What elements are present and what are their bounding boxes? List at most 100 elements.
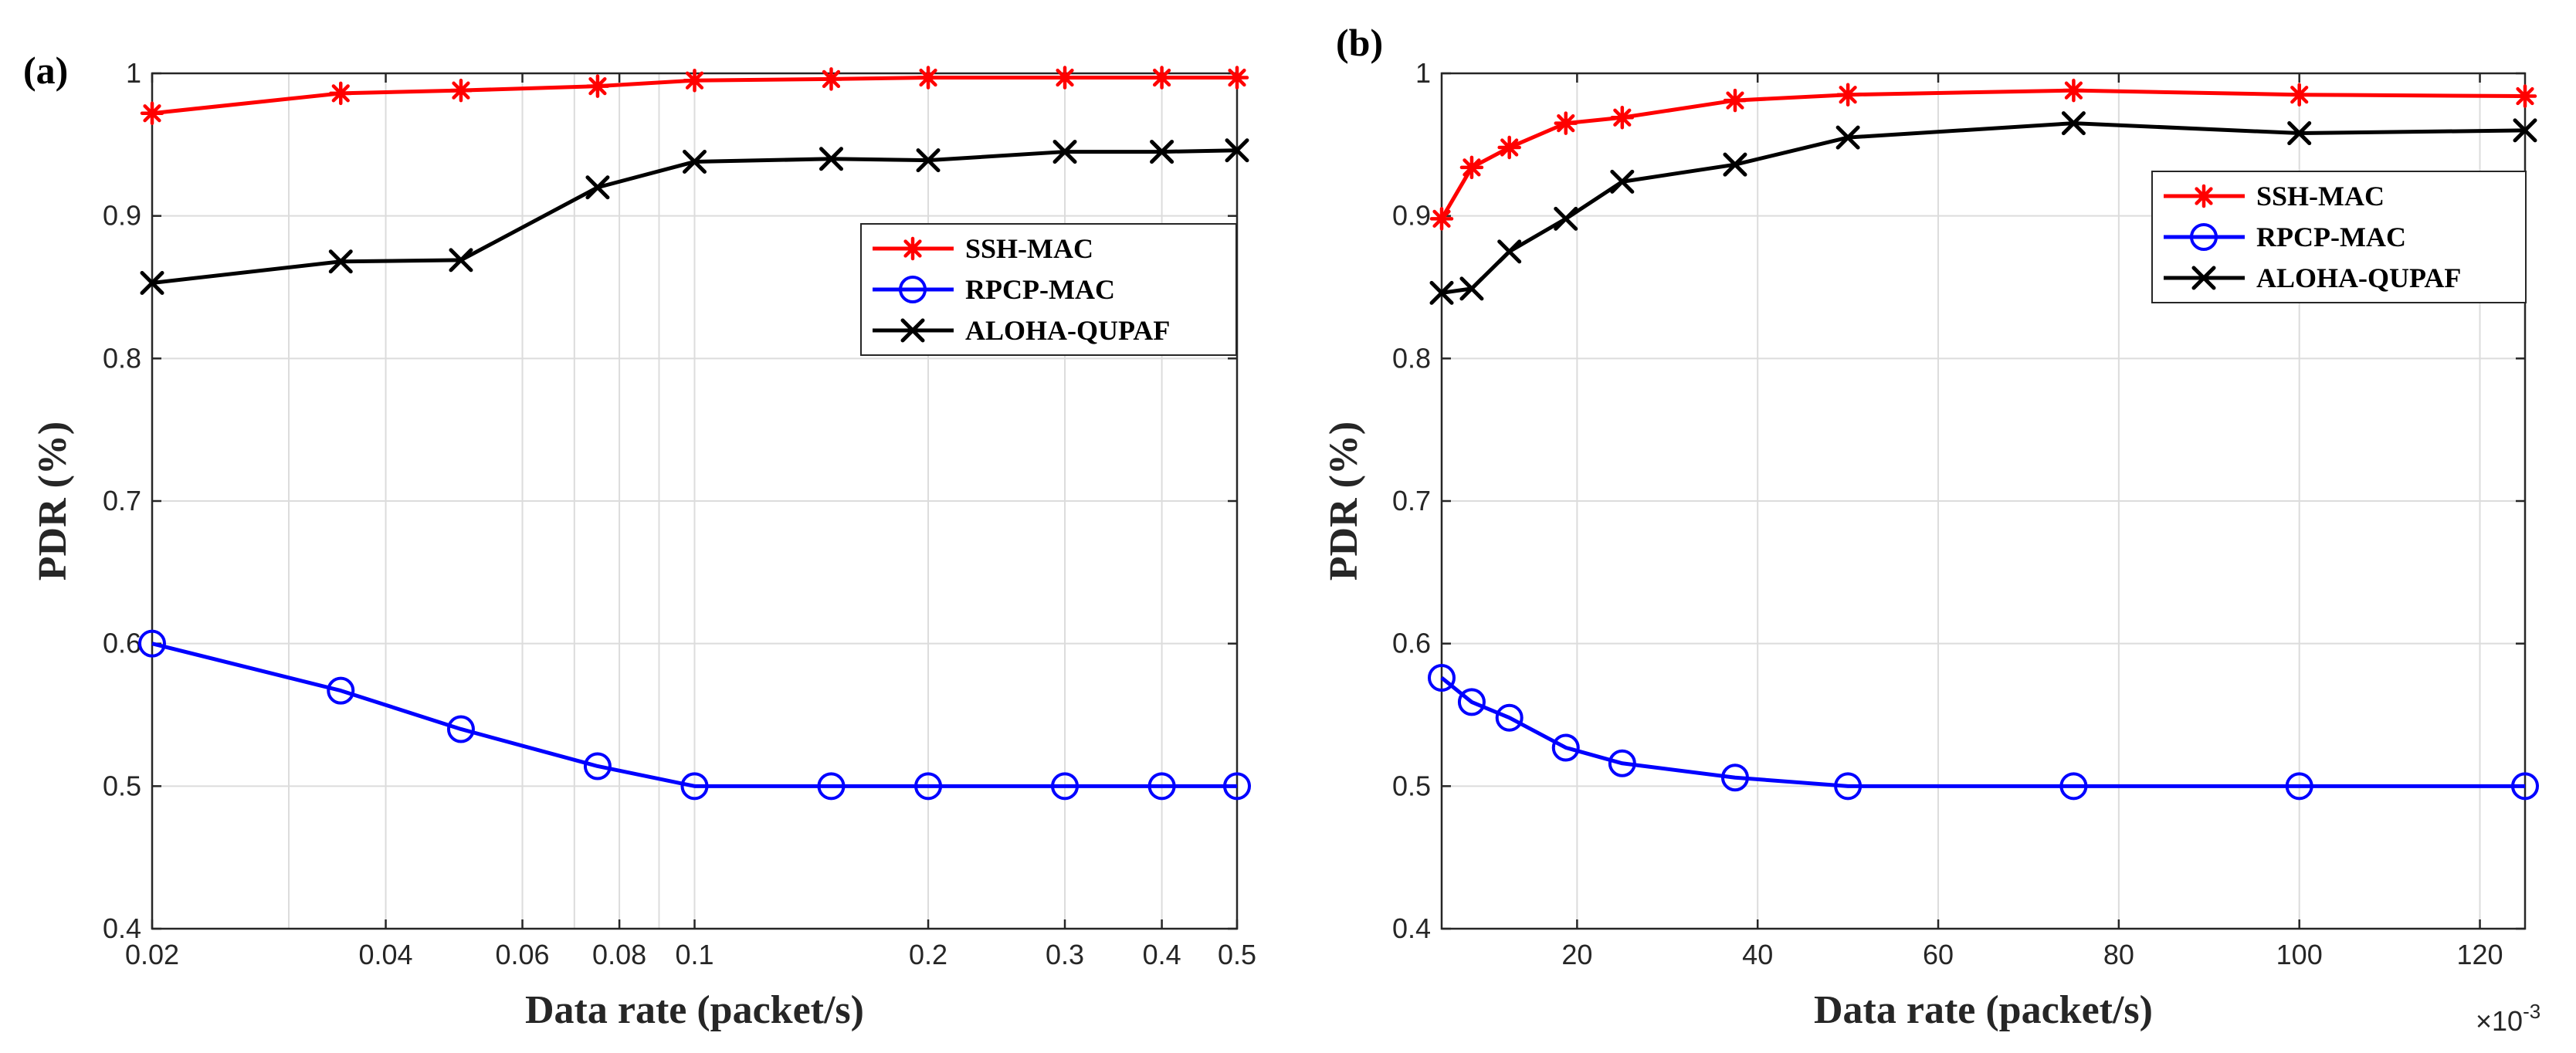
data-point: [1834, 772, 1863, 801]
series-line: [151, 148, 1238, 285]
legend-marker: [900, 318, 925, 343]
x-tick-label: 120: [2457, 939, 2503, 970]
chart-panel-a: 0.4 0.5 0.6 0.7 0.8 0.9 1 0.02 0.04 0.06 0.08 0.1 0.…: [23, 49, 1256, 1032]
data-point: [449, 78, 473, 103]
data-point: [1497, 135, 1521, 160]
exponent-power: -3: [2523, 1000, 2540, 1023]
data-point: [680, 772, 709, 801]
data-point: [1428, 663, 1456, 692]
data-point: [585, 175, 610, 200]
data-point: [1495, 703, 1524, 732]
data-point: [585, 74, 610, 98]
legend-marker: [2191, 184, 2216, 208]
data-point: [819, 147, 843, 171]
y-tick-label: 1: [1415, 57, 1431, 89]
data-point: [327, 676, 355, 705]
series-aloha-qupaf: [1429, 111, 2537, 305]
legend-item-rpcp-mac: RPCP-MAC: [2164, 222, 2406, 252]
data-point: [817, 772, 846, 801]
data-point: [2059, 772, 2088, 801]
data-point: [2285, 772, 2313, 801]
data-point: [583, 752, 612, 780]
series-line: [1440, 676, 2525, 788]
data-point: [2287, 83, 2311, 107]
data-point: [819, 67, 843, 91]
x-tick-label: 0.02: [125, 939, 179, 970]
data-point: [1150, 140, 1174, 164]
data-point: [1554, 206, 1578, 231]
data-point: [1459, 155, 1484, 180]
series-aloha-qupaf: [140, 138, 1249, 295]
series-line: [1441, 121, 2526, 295]
series-ssh-mac: [140, 66, 1249, 125]
legend-marker: [2191, 266, 2216, 290]
data-point: [1052, 140, 1077, 164]
data-point: [1720, 764, 1749, 792]
x-tick-label: 0.1: [675, 939, 713, 970]
data-point: [1610, 105, 1635, 130]
data-point: [138, 629, 166, 658]
data-point: [329, 81, 353, 106]
y-tick-label: 0.6: [103, 628, 141, 659]
x-axis-label: Data rate (packet/s): [1814, 988, 2153, 1032]
x-tick-label: 60: [1923, 939, 1954, 970]
legend-label: RPCP-MAC: [965, 274, 1115, 305]
data-point: [1225, 66, 1249, 90]
legend: SSH-MAC RPCP-MAC ALOHA-QUPAF: [2151, 171, 2527, 303]
data-point: [1225, 138, 1249, 163]
y-tick-label: 0.9: [103, 200, 141, 232]
data-point: [1835, 125, 1860, 150]
data-point: [2513, 118, 2537, 143]
y-tick-label: 0.4: [103, 912, 141, 944]
data-point: [916, 148, 941, 173]
panel-letter: (a): [23, 49, 68, 92]
x-axis-exponent: ×10-3: [2476, 1000, 2540, 1037]
data-point: [1554, 111, 1578, 135]
series-rpcp-mac: [138, 629, 1251, 801]
data-point: [1429, 207, 1454, 231]
data-point: [683, 149, 707, 174]
legend-label: SSH-MAC: [2256, 181, 2384, 212]
data-point: [1457, 688, 1486, 716]
y-axis-label: PDR (%): [31, 422, 75, 581]
legend-label: ALOHA-QUPAF: [2256, 262, 2461, 293]
y-tick-label: 0.8: [103, 342, 141, 374]
x-tick-label: 20: [1561, 939, 1592, 970]
data-point: [449, 248, 473, 273]
series-line: [1439, 88, 2526, 220]
legend: SSH-MAC RPCP-MAC ALOHA-QUPAF: [860, 223, 1237, 356]
x-tick-label: 0.3: [1046, 939, 1084, 970]
x-tick-label: 0.5: [1218, 939, 1256, 970]
legend-item-aloha-qupaf: ALOHA-QUPAF: [873, 315, 1170, 346]
data-point: [446, 715, 475, 743]
legend-label: ALOHA-QUPAF: [965, 315, 1170, 346]
y-tick-label: 0.4: [1392, 912, 1431, 944]
y-tick-label: 1: [126, 57, 141, 89]
data-point: [1052, 66, 1077, 90]
data-point: [1723, 88, 1747, 113]
legend-item-rpcp-mac: RPCP-MAC: [873, 274, 1115, 305]
x-tick-label: 0.08: [592, 939, 646, 970]
series-line: [151, 76, 1237, 116]
legend-label: RPCP-MAC: [2256, 222, 2406, 252]
x-tick-label: 0.2: [909, 939, 947, 970]
legend-marker: [899, 276, 927, 303]
legend-item-ssh-mac: SSH-MAC: [2164, 181, 2384, 212]
data-point: [683, 68, 707, 93]
y-tick-label: 0.6: [1392, 628, 1431, 659]
data-point: [2061, 111, 2086, 136]
legend-label: SSH-MAC: [965, 233, 1093, 264]
data-point: [2062, 78, 2086, 103]
x-tick-label: 80: [2103, 939, 2134, 970]
data-point: [1608, 749, 1636, 777]
exponent-base: ×10: [2476, 1005, 2523, 1037]
data-point: [140, 270, 164, 295]
series-line: [151, 642, 1237, 788]
series-rpcp-mac: [1428, 663, 2539, 801]
legend-item-ssh-mac: SSH-MAC: [873, 233, 1093, 264]
data-point: [1723, 152, 1747, 177]
data-point: [1835, 83, 1860, 107]
y-tick-label: 0.9: [1392, 200, 1431, 232]
x-tick-label: 40: [1742, 939, 1773, 970]
